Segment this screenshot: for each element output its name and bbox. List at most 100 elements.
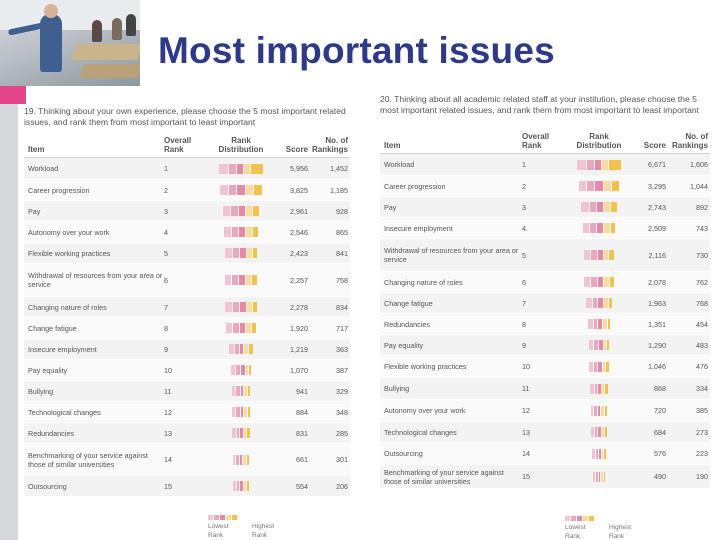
- table-row: Changing nature of roles 7 2,278 834: [24, 297, 350, 318]
- row-item: Redundancies: [28, 428, 74, 438]
- row-score: 554: [296, 481, 308, 491]
- row-score: 661: [296, 455, 308, 464]
- table-row: Change fatigue 7 1,963 768: [380, 293, 710, 314]
- rank-distribution: [208, 386, 274, 396]
- header-score: Score: [285, 145, 308, 154]
- distribution-bar: [237, 428, 240, 438]
- rank-distribution: [566, 471, 632, 482]
- row-item: Technological changes: [28, 407, 101, 417]
- distribution-bar: [588, 340, 594, 350]
- row-item: Benchmarking of your service against tho…: [28, 450, 148, 469]
- distribution-bar: [595, 159, 602, 170]
- rank-distribution: [566, 223, 632, 233]
- row-item: Pay: [28, 206, 41, 216]
- row-rank: 8: [522, 319, 526, 329]
- slide-title: Most important issues: [158, 30, 555, 71]
- rank-distribution: [208, 275, 274, 285]
- row-score: 2,743: [648, 202, 666, 212]
- distribution-bar: [239, 206, 246, 216]
- row-score: 1,046: [648, 362, 666, 371]
- distribution-bar: [589, 361, 593, 372]
- rank-distribution: [208, 454, 274, 465]
- distribution-bar: [233, 454, 236, 465]
- distribution-bar: [598, 383, 601, 394]
- distribution-bar: [603, 223, 610, 233]
- rank-distribution: [566, 361, 632, 372]
- header-item: Item: [384, 141, 401, 150]
- row-item: Changing nature of roles: [28, 302, 107, 312]
- table-row: Pay 3 2,961 928: [24, 201, 350, 222]
- distribution-bar: [232, 227, 239, 237]
- distribution-bar: [595, 448, 599, 459]
- distribution-bar: [247, 481, 249, 491]
- row-num-rankings: 717: [336, 323, 348, 333]
- distribution-bar: [597, 405, 601, 416]
- distribution-bar: [591, 405, 594, 416]
- table-row: Benchmarking of your service against tho…: [24, 444, 350, 476]
- distribution-bar: [243, 454, 246, 465]
- row-rank: 2: [164, 185, 168, 195]
- row-num-rankings: 387: [336, 365, 348, 375]
- table-row: Flexible working practices 10 1,046 476: [380, 356, 710, 378]
- legend-lowest: Lowest Rank: [565, 524, 586, 540]
- row-num-rankings: 483: [696, 340, 708, 350]
- distribution-bar: [230, 365, 236, 375]
- distribution-bar: [598, 361, 602, 372]
- header-score: Score: [643, 141, 666, 150]
- table-row: Technological changes 13 684 273: [380, 422, 710, 443]
- header-rank-distribution: Rank Distribution: [218, 136, 264, 154]
- row-rank: 5: [164, 248, 168, 258]
- rank-distribution: [566, 202, 632, 212]
- row-score: 3,295: [648, 181, 666, 191]
- distribution-bar: [236, 481, 240, 491]
- distribution-bar: [603, 471, 606, 482]
- row-rank: 8: [164, 323, 168, 333]
- row-score: 5,956: [290, 164, 308, 173]
- table-row: Withdrawal of resources from your area o…: [380, 239, 710, 272]
- distribution-bar: [605, 383, 608, 394]
- row-rank: 12: [522, 406, 530, 415]
- table-row: Benchmarking of your service against tho…: [380, 465, 710, 489]
- row-rank: 7: [522, 298, 526, 308]
- row-item: Pay: [384, 202, 397, 212]
- left-table-panel: 19. Thinking about your own experience, …: [24, 106, 350, 497]
- distribution-bar: [604, 405, 607, 416]
- table-row: Autonomy over your work 12 720 385: [380, 400, 710, 422]
- table-row: Career progression 2 3,295 1,044: [380, 176, 710, 197]
- distribution-bar: [240, 481, 243, 491]
- table-row: Insecure employment 4 2,509 743: [380, 218, 710, 239]
- distribution-bar: [240, 302, 247, 312]
- row-score: 1,920: [290, 323, 308, 333]
- distribution-bar: [236, 386, 240, 396]
- distribution-bar: [246, 248, 252, 258]
- rank-distribution: [566, 427, 632, 437]
- distribution-bar: [606, 340, 610, 350]
- row-item: Withdrawal of resources from your area o…: [28, 271, 163, 289]
- distribution-bar: [246, 323, 251, 333]
- table-row: Redundancies 8 1,351 454: [380, 314, 710, 335]
- legend-lowest: Lowest Rank: [208, 523, 229, 539]
- row-num-rankings: 363: [336, 344, 348, 354]
- distribution-bar: [251, 163, 264, 174]
- distribution-bar: [241, 386, 244, 396]
- row-rank: 4: [522, 223, 526, 233]
- distribution-bar: [240, 428, 243, 438]
- distribution-bar: [247, 386, 251, 396]
- row-rank: 11: [164, 386, 172, 396]
- row-num-rankings: 206: [336, 481, 348, 491]
- distribution-bar: [233, 323, 240, 333]
- distribution-bar: [610, 277, 614, 287]
- distribution-bar: [598, 427, 601, 437]
- row-item: Redundancies: [384, 319, 430, 329]
- rank-distribution: [566, 277, 632, 287]
- row-item: Flexible working practices: [384, 362, 467, 371]
- distribution-bar: [609, 159, 622, 170]
- distribution-bar: [239, 454, 243, 465]
- distribution-bar: [583, 250, 590, 260]
- distribution-bar: [601, 448, 604, 459]
- row-item: Bullying: [28, 386, 54, 396]
- row-num-rankings: 476: [696, 362, 708, 371]
- distribution-bar: [248, 344, 253, 354]
- row-score: 2,116: [648, 250, 666, 260]
- distribution-bar: [236, 407, 240, 417]
